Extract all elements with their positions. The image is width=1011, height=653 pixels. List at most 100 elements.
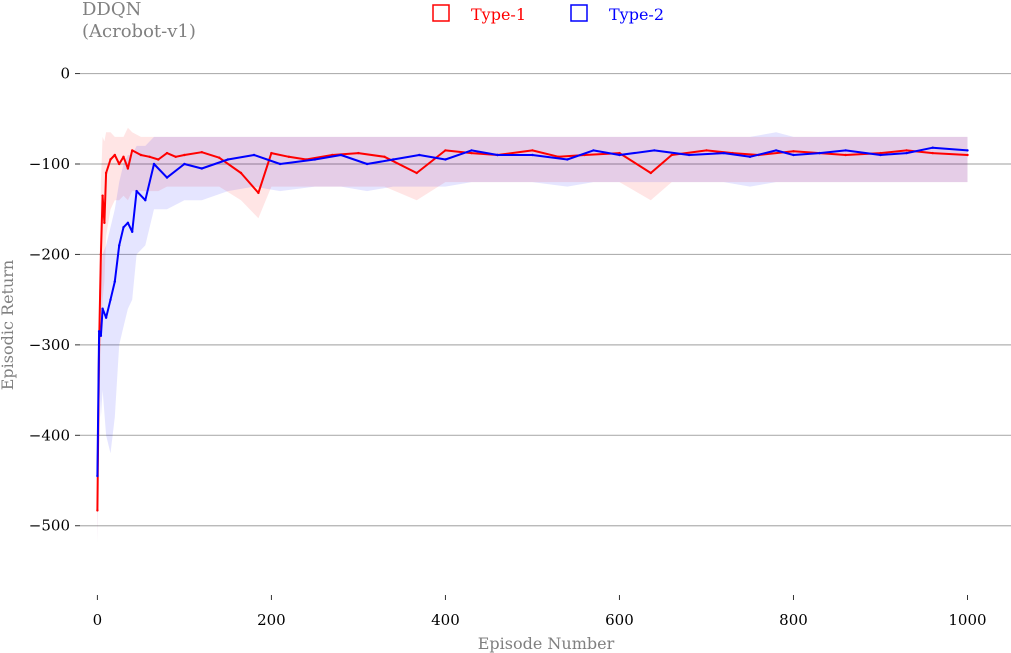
data-point-type-1 bbox=[139, 153, 143, 157]
y-tick-label: −400 bbox=[29, 426, 70, 444]
data-point-type-2 bbox=[99, 334, 103, 337]
data-point-type-1 bbox=[705, 149, 708, 152]
x-tick-label: 1000 bbox=[948, 611, 986, 629]
chart-title-line-2: (Acrobot-v1) bbox=[82, 21, 196, 42]
x-axis-label: Episode Number bbox=[478, 634, 615, 653]
chart-title-line-1: DDQN bbox=[82, 0, 141, 20]
data-point-type-1 bbox=[99, 253, 103, 256]
data-point-type-2 bbox=[252, 153, 256, 157]
band-type-2 bbox=[97, 132, 968, 544]
legend-swatch-type-2 bbox=[570, 4, 588, 22]
data-point-type-1 bbox=[200, 151, 203, 154]
series-lines bbox=[96, 146, 969, 512]
data-point-type-1 bbox=[270, 151, 273, 155]
data-point-type-2 bbox=[531, 153, 534, 157]
data-point-type-1 bbox=[122, 155, 125, 158]
series-line-type-1 bbox=[96, 149, 968, 511]
data-point-type-2 bbox=[313, 158, 317, 161]
data-point-type-2 bbox=[122, 226, 125, 229]
data-point-type-2 bbox=[165, 176, 169, 179]
band-type-1 bbox=[97, 127, 968, 544]
data-point-type-1 bbox=[183, 153, 186, 157]
data-point-type-2 bbox=[113, 280, 117, 283]
data-point-type-1 bbox=[148, 155, 151, 158]
data-point-type-2 bbox=[879, 153, 882, 157]
data-point-type-2 bbox=[183, 162, 186, 166]
data-point-type-2 bbox=[339, 153, 343, 157]
x-tick-labels: 0 200 400 600 800 1000 bbox=[93, 611, 987, 629]
data-point-type-2 bbox=[966, 149, 969, 152]
data-point-type-2 bbox=[687, 153, 691, 157]
data-point-type-1 bbox=[174, 155, 177, 158]
data-point-type-1 bbox=[257, 191, 260, 195]
legend-label-type-1: Type-1 bbox=[471, 5, 526, 24]
legend: Type-1 Type-2 bbox=[432, 4, 664, 24]
data-point-type-2 bbox=[470, 149, 473, 152]
y-tick-label: 0 bbox=[60, 65, 70, 83]
gridlines bbox=[75, 72, 1011, 600]
data-point-type-1 bbox=[531, 149, 534, 152]
legend-label-type-2: Type-2 bbox=[609, 5, 664, 24]
data-point-type-2 bbox=[818, 151, 821, 155]
data-point-type-1 bbox=[109, 158, 112, 161]
data-point-type-1 bbox=[905, 149, 908, 152]
data-point-type-1 bbox=[131, 149, 134, 152]
data-point-type-2 bbox=[653, 149, 656, 152]
series-line-type-2 bbox=[96, 146, 968, 477]
data-point-type-1 bbox=[96, 509, 99, 512]
data-point-type-1 bbox=[357, 151, 360, 155]
legend-swatch-type-1 bbox=[432, 4, 450, 22]
data-point-type-2 bbox=[722, 151, 726, 155]
data-point-type-2 bbox=[748, 155, 752, 158]
data-point-type-2 bbox=[101, 307, 104, 310]
y-tick-label: −500 bbox=[29, 517, 70, 535]
data-point-type-2 bbox=[365, 162, 369, 166]
data-point-type-2 bbox=[418, 153, 421, 157]
x-tick-label: 400 bbox=[431, 611, 460, 629]
data-point-type-2 bbox=[126, 221, 130, 224]
y-tick-labels: 0 −100 −200 −300 −400 −500 bbox=[29, 65, 70, 535]
data-point-type-1 bbox=[287, 155, 290, 158]
data-point-type-1 bbox=[649, 171, 652, 175]
data-point-type-1 bbox=[165, 151, 169, 155]
data-point-type-2 bbox=[844, 149, 847, 152]
data-point-type-1 bbox=[470, 151, 473, 155]
data-point-type-2 bbox=[118, 244, 121, 247]
data-point-type-1 bbox=[383, 155, 386, 158]
data-point-type-1 bbox=[103, 221, 106, 224]
x-tick-label: 200 bbox=[257, 611, 286, 629]
data-point-type-2 bbox=[97, 330, 101, 333]
x-tick-label: 600 bbox=[605, 611, 634, 629]
data-point-type-1 bbox=[792, 150, 795, 153]
data-point-type-2 bbox=[905, 151, 908, 155]
data-point-type-2 bbox=[152, 162, 156, 166]
data-point-type-1 bbox=[844, 153, 847, 157]
data-point-type-2 bbox=[226, 158, 230, 161]
data-point-type-1 bbox=[966, 153, 969, 157]
data-point-type-1 bbox=[239, 171, 243, 175]
x-tick-label: 800 bbox=[779, 611, 808, 629]
data-point-type-1 bbox=[879, 151, 882, 155]
data-point-type-1 bbox=[157, 158, 160, 161]
data-point-type-2 bbox=[144, 199, 147, 202]
data-point-type-1 bbox=[113, 153, 117, 157]
x-tick-label: 0 bbox=[93, 611, 103, 629]
data-point-type-2 bbox=[135, 189, 138, 193]
data-point-type-2 bbox=[792, 153, 795, 157]
y-axis-label: Episodic Return bbox=[0, 260, 17, 391]
variance-bands bbox=[97, 127, 968, 544]
data-point-type-2 bbox=[774, 149, 778, 152]
data-point-type-2 bbox=[278, 162, 282, 166]
data-point-type-1 bbox=[618, 151, 621, 155]
data-point-type-2 bbox=[618, 153, 621, 157]
data-point-type-2 bbox=[592, 149, 595, 152]
data-point-type-1 bbox=[118, 162, 121, 166]
data-point-type-2 bbox=[200, 167, 203, 170]
data-point-type-2 bbox=[109, 298, 112, 301]
data-point-type-2 bbox=[931, 146, 934, 149]
y-tick-label: −200 bbox=[29, 245, 70, 263]
data-point-type-2 bbox=[104, 316, 108, 319]
data-point-type-1 bbox=[104, 171, 108, 175]
data-point-type-2 bbox=[96, 474, 99, 478]
